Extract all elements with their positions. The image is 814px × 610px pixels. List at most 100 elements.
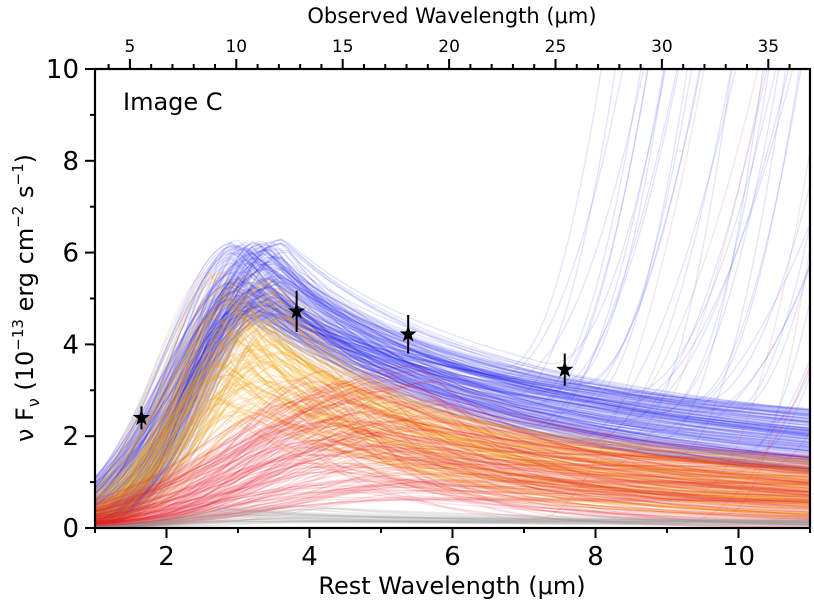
blue-models-curve — [95, 277, 810, 484]
red-models-curve — [95, 443, 810, 524]
x-tick-label: 4 — [301, 542, 318, 572]
orange-models-curve — [95, 364, 810, 520]
orange-models-curve — [95, 373, 810, 506]
blue-models-curve — [95, 69, 790, 496]
gray-models-curve — [95, 517, 810, 528]
blue-models-curve — [95, 243, 810, 480]
orange-models-curve — [95, 329, 810, 518]
orange-models-curve — [95, 289, 810, 513]
blue-models-curve — [95, 255, 810, 502]
gray-models-curve — [95, 506, 810, 528]
blue-models-curve — [95, 69, 802, 516]
red-models-curve — [95, 375, 810, 511]
red-models-curve — [95, 396, 810, 506]
top-x-axis: 5 10 15 20 25 30 35 — [107, 37, 791, 69]
orange-models-curve — [95, 414, 810, 527]
gray-models-curve — [95, 512, 810, 528]
red-models-curve — [95, 447, 810, 514]
orange-models-curve — [95, 338, 810, 522]
red-models-curve — [95, 449, 810, 518]
orange-models-curve — [95, 296, 810, 503]
gray-models-curve — [95, 519, 810, 528]
red-models-curve — [95, 469, 810, 528]
gray-models-curve — [95, 507, 810, 528]
orange-models-curve — [95, 318, 810, 525]
y-label-prefix: ν F — [11, 407, 39, 442]
red-models-curve — [95, 464, 810, 528]
blue-models-curve — [95, 270, 810, 495]
blue-models-curve — [95, 69, 649, 505]
orange-models-curve — [95, 414, 810, 526]
orange-models-curve — [95, 284, 810, 509]
orange-models-curve — [95, 305, 810, 515]
blue-models-curve — [95, 249, 810, 522]
red-models-curve — [95, 464, 810, 528]
blue-models-curve — [95, 264, 810, 523]
blue-models-curve — [95, 69, 649, 491]
red-models-curve — [95, 446, 810, 523]
blue-models-curve — [95, 316, 810, 525]
blue-models-curve — [95, 247, 810, 517]
blue-models-curve — [95, 184, 810, 494]
red-models-curve — [95, 382, 810, 519]
orange-models-curve — [95, 271, 810, 491]
red-models-curve — [95, 403, 810, 510]
blue-models-curve — [95, 291, 810, 527]
annotation-label: Image C — [123, 88, 223, 116]
blue-models-curve — [95, 286, 810, 519]
red-models-curve — [95, 379, 810, 520]
red-models-curve — [95, 409, 810, 525]
gray-models-curve — [95, 520, 810, 528]
blue-models-curve — [95, 242, 810, 480]
red-models-curve — [95, 404, 810, 526]
red-models-curve — [95, 489, 810, 528]
red-models-curve — [95, 455, 810, 526]
orange-models-curve — [95, 360, 810, 528]
red-models-curve — [95, 366, 810, 525]
blue-models-curve — [95, 248, 810, 524]
blue-models-curve — [95, 276, 810, 523]
orange-models-curve — [95, 366, 810, 519]
red-models-curve — [95, 69, 705, 527]
orange-models-curve — [95, 338, 810, 523]
orange-models-curve — [95, 281, 810, 524]
blue-models-curve — [95, 303, 810, 524]
orange-models-curve — [95, 379, 810, 510]
orange-models-curve — [95, 306, 810, 521]
blue-models-curve — [95, 249, 810, 504]
red-models-curve — [95, 467, 810, 528]
red-models-curve — [95, 388, 810, 520]
blue-models-curve — [95, 304, 810, 487]
red-models-curve — [95, 447, 810, 528]
orange-models-curve — [95, 338, 810, 507]
red-models-curve — [95, 427, 810, 525]
orange-models-curve — [95, 358, 810, 516]
red-models-curve — [95, 433, 810, 528]
red-models-curve — [95, 445, 810, 528]
red-models-curve — [95, 386, 810, 506]
orange-models-curve — [95, 311, 810, 520]
red-models-curve — [95, 391, 810, 520]
blue-models-curve — [95, 260, 810, 522]
orange-models-curve — [95, 396, 810, 527]
blue-models-curve — [95, 286, 810, 524]
orange-models-curve — [95, 302, 810, 520]
red-models-curve — [95, 442, 810, 526]
blue-models-curve — [95, 245, 810, 489]
blue-models-curve — [95, 298, 810, 526]
orange-models-curve — [95, 401, 810, 511]
orange-models-curve — [95, 347, 810, 525]
orange-models-curve — [95, 382, 810, 524]
red-models-curve — [95, 401, 810, 517]
gray-models-curve — [95, 512, 810, 528]
orange-models-curve — [95, 343, 810, 526]
orange-models-curve — [95, 364, 810, 526]
blue-models-curve — [95, 313, 810, 512]
orange-models-curve — [95, 377, 810, 522]
blue-models-curve — [95, 278, 810, 521]
blue-models-curve — [95, 242, 810, 489]
x-axis-label: Rest Wavelength (μm) — [318, 572, 585, 600]
red-models-curve — [95, 447, 810, 528]
blue-models-curve — [95, 247, 810, 502]
y-label-close: ) — [11, 154, 39, 163]
